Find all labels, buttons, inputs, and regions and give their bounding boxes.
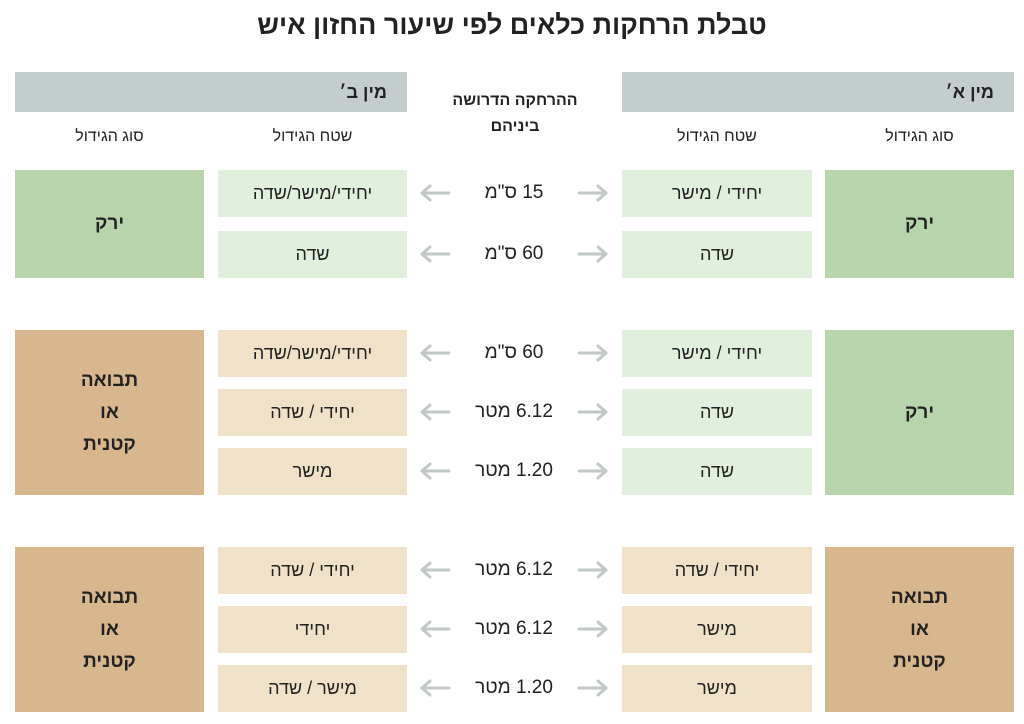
distance-header-line1: ההרחקה הדרושה — [452, 92, 578, 109]
distance-value: 60 ס"מ — [484, 243, 544, 264]
crop-type-label: תבואה או קטנית — [81, 582, 138, 678]
arrow-right-icon — [577, 245, 608, 263]
crop-type-line: קטנית — [83, 433, 136, 455]
kind-b-area-cell: מישר — [218, 448, 407, 495]
kind-a-area-cell: מישר — [622, 665, 812, 712]
kind-b-area-cell: שדה — [218, 231, 407, 278]
arrow-right-icon — [577, 561, 608, 579]
crop-type-line: או — [910, 618, 929, 640]
kind-b-area-cell: יחידי / שדה — [218, 547, 407, 594]
crop-type-box-b: תבואה או קטנית — [15, 547, 204, 712]
arrow-right-icon — [577, 462, 608, 480]
crop-type-box-b: ירק — [15, 170, 204, 278]
kind-a-header: מין א׳ — [622, 72, 1014, 112]
kind-a-area-cell: שדה — [622, 448, 812, 495]
crop-type-line: קטנית — [893, 650, 946, 672]
distance-value: 6.12 מטר — [475, 618, 553, 639]
b-area-column-label: שטח הגידול — [272, 128, 353, 145]
b-type-column-label: סוג הגידול — [75, 128, 144, 145]
crop-type-label: ירק — [905, 397, 934, 429]
crop-type-label: תבואה או קטנית — [81, 365, 138, 461]
arrow-left-icon — [420, 679, 451, 697]
crop-type-label: תבואה או קטנית — [891, 582, 948, 678]
page-title: טבלת הרחקות כלאים לפי שיעור החזון איש — [257, 10, 767, 40]
crop-type-line: קטנית — [83, 650, 136, 672]
kind-b-area-cell: מישר / שדה — [218, 665, 407, 712]
kind-a-area-cell: מישר — [622, 606, 812, 653]
distance-value: 6.12 מטר — [475, 401, 553, 422]
crop-type-box-a: ירק — [825, 170, 1014, 278]
a-area-column-label: שטח הגידול — [677, 128, 757, 145]
crop-type-line: ירק — [904, 401, 935, 423]
distance-header: ההרחקה הדרושה ביניהם — [415, 88, 615, 138]
arrow-right-icon — [577, 403, 608, 421]
kind-a-area-cell: יחידי / מישר — [622, 170, 812, 217]
distance-value: 1.20 מטר — [475, 677, 553, 698]
kind-a-area-cell: יחידי / שדה — [622, 547, 812, 594]
crop-type-box-a: ירק — [825, 330, 1014, 495]
crop-type-line: תבואה — [80, 586, 139, 608]
kind-b-area-cell: יחידי / שדה — [218, 389, 407, 436]
arrow-right-icon — [577, 679, 608, 697]
arrow-left-icon — [420, 620, 451, 638]
kind-b-area-cell: יחידי/מישר/שדה — [218, 330, 407, 377]
crop-type-line: תבואה — [890, 586, 949, 608]
kind-b-header: מין ב׳ — [15, 72, 407, 112]
crop-type-line: ירק — [904, 213, 935, 234]
arrow-right-icon — [577, 344, 608, 362]
arrow-left-icon — [420, 403, 451, 421]
arrow-right-icon — [577, 184, 608, 202]
arrow-left-icon — [420, 245, 451, 263]
kind-b-area-cell: יחידי/מישר/שדה — [218, 170, 407, 217]
kind-a-area-cell: שדה — [622, 389, 812, 436]
kind-b-area-cell: יחידי — [218, 606, 407, 653]
distance-value: 15 ס"מ — [484, 182, 544, 203]
crop-type-label: ירק — [95, 208, 124, 240]
distance-value: 6.12 מטר — [475, 559, 553, 580]
arrow-left-icon — [420, 561, 451, 579]
crop-type-line: תבואה — [80, 369, 139, 391]
kind-a-area-cell: שדה — [622, 231, 812, 278]
crop-type-line: ירק — [94, 213, 125, 234]
arrow-left-icon — [420, 184, 451, 202]
a-type-column-label: סוג הגידול — [885, 128, 954, 145]
distance-header-line2: ביניהם — [490, 118, 540, 135]
distance-value: 60 ס"מ — [484, 342, 544, 363]
crop-type-box-b: תבואה או קטנית — [15, 330, 204, 495]
kind-a-area-cell: יחידי / מישר — [622, 330, 812, 377]
arrow-left-icon — [420, 462, 451, 480]
crop-type-line: או — [100, 401, 119, 423]
crop-type-box-a: תבואה או קטנית — [825, 547, 1014, 712]
distance-value: 1.20 מטר — [475, 460, 553, 481]
crop-type-label: ירק — [905, 208, 934, 240]
crop-type-line: או — [100, 618, 119, 640]
arrow-left-icon — [420, 344, 451, 362]
arrow-right-icon — [577, 620, 608, 638]
